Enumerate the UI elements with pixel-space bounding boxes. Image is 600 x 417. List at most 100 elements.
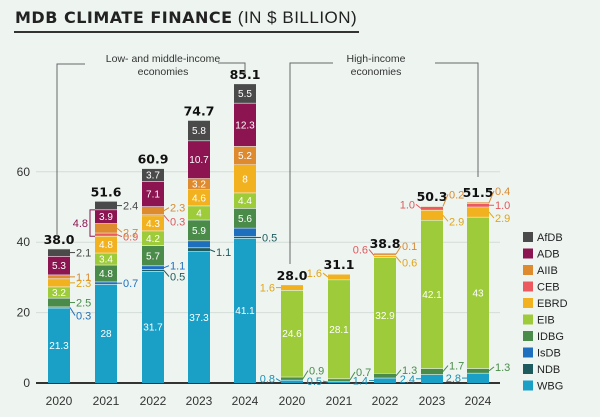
bar-total-label: 51.5	[463, 185, 494, 200]
segment-value-label: 10.7	[189, 155, 209, 166]
callout-leader	[163, 214, 170, 222]
bar-segment-idbg	[95, 265, 117, 282]
bar-total-label: 60.9	[138, 152, 169, 167]
bar-segment-idbg	[421, 368, 443, 375]
bar-segment-idbg	[188, 220, 210, 241]
callout-value-label: 1.7	[449, 361, 464, 373]
bar-segment-adb	[142, 181, 164, 207]
segment-value-label: 3.2	[192, 180, 206, 191]
bracket-value-label: 4.8	[73, 218, 88, 230]
legend-swatch-ebrd	[523, 298, 533, 308]
segment-value-label: 5.3	[52, 261, 66, 272]
bar-segment-ebrd	[95, 236, 117, 254]
group-bracket-lmi-right	[218, 62, 246, 75]
y-tick-label: 0	[23, 376, 30, 390]
callout-value-label: 1.6	[260, 283, 275, 295]
callout-leader	[442, 214, 449, 222]
bar-segment-afdb	[142, 168, 164, 182]
group-bracket-hi-right	[435, 62, 479, 177]
bar-segment-ebrd	[234, 164, 256, 193]
callout-value-label: 2.4	[400, 374, 415, 386]
bar-segment-idbg	[467, 368, 489, 374]
legend-label-adb: ADB	[537, 249, 560, 261]
bar-segment-eib	[421, 220, 443, 369]
legend-swatch-isdb	[523, 347, 533, 358]
bar-segment-eib	[328, 279, 350, 379]
group-bracket-hi-left	[289, 62, 333, 264]
bar-segment-adb	[234, 103, 256, 147]
callout-value-label: 0.7	[123, 278, 138, 290]
bar-segment-adb	[95, 209, 117, 224]
bar-segment-wbg	[328, 381, 350, 383]
callout-value-label: 0.6	[402, 258, 417, 270]
segment-value-label: 28	[100, 329, 112, 340]
callout-value-label: 2.3	[76, 278, 91, 290]
group-label-lmi-line2: economies	[138, 66, 189, 78]
bar-segment-idbg	[142, 245, 164, 266]
segment-value-label: 31.7	[143, 323, 163, 334]
callout-value-label: 2.5	[76, 298, 91, 310]
bar-segment-isdb	[142, 265, 164, 270]
bar-segment-adb	[48, 256, 70, 275]
bar-segment-ebrd	[374, 255, 396, 258]
callout-leader	[415, 204, 422, 209]
callout-value-label: 1.4	[353, 376, 368, 388]
callout-value-label: 0.3	[76, 310, 91, 322]
y-tick-label: 40	[17, 235, 31, 249]
legend-label-ndb: NDB	[537, 364, 560, 376]
x-tick-label: 2023	[419, 394, 446, 408]
callout-leader	[442, 194, 449, 207]
bar-segment-aiib	[142, 206, 164, 215]
legend-swatch-wbg	[523, 380, 533, 391]
bar-segment-ceb	[421, 206, 443, 211]
callout-value-label: 0.5	[307, 376, 322, 388]
bar-total-label: 50.3	[417, 189, 448, 204]
segment-value-label: 32.9	[375, 311, 395, 322]
callout-value-label: 0.6	[353, 244, 368, 256]
callout-leader	[322, 272, 329, 278]
callout-value-label: 1.0	[495, 200, 510, 212]
callout-leader	[302, 370, 309, 379]
bar-segment-aiib	[467, 202, 489, 204]
segment-value-label: 4.6	[192, 193, 206, 204]
x-tick-label: 2020	[46, 394, 73, 408]
bar-total-label: 38.8	[370, 236, 401, 251]
group-label-hi-line2: economies	[351, 66, 402, 78]
bar-total-label: 31.1	[324, 257, 355, 272]
callout-leader	[69, 307, 76, 316]
callout-leader	[116, 234, 123, 238]
segment-value-label: 42.1	[422, 290, 442, 301]
title-underline	[14, 31, 359, 33]
callout-value-label: 0.1	[402, 241, 417, 253]
callout-leader	[488, 190, 495, 203]
bar-segment-ndb	[188, 247, 210, 252]
callout-leader	[163, 270, 170, 277]
segment-value-label: 3.2	[52, 288, 66, 299]
segment-value-label: 12.3	[235, 120, 255, 131]
segment-value-label: 41.1	[235, 306, 255, 317]
callout-value-label: 2.3	[170, 203, 185, 215]
callout-value-label: 0.7	[356, 367, 371, 379]
callout-leader	[395, 245, 402, 255]
bar-segment-adb	[188, 140, 210, 179]
callout-value-label: 2.4	[123, 201, 138, 213]
bar-segment-eib	[374, 257, 396, 374]
title-main: MDB CLIMATE FINANCE	[15, 8, 233, 27]
callout-value-label: 2.7	[123, 227, 138, 239]
callout-value-label: 1.3	[402, 365, 417, 377]
callout-value-label: 2.9	[495, 213, 510, 225]
segment-value-label: 5.2	[238, 151, 252, 162]
callout-leader	[442, 365, 449, 372]
group-label-lmi-line1: Low- and middle-income	[106, 53, 221, 65]
bar-segment-afdb	[48, 248, 70, 257]
callout-value-label: 0.4	[495, 186, 510, 198]
callout-leader	[163, 265, 170, 269]
bar-segment-eib	[142, 230, 164, 246]
callout-leader	[368, 249, 375, 256]
bar-segment-eib	[467, 217, 489, 369]
callout-value-label: 0.9	[309, 366, 324, 378]
legend-label-wbg: WBG	[537, 381, 563, 393]
x-tick-label: 2022	[140, 394, 167, 408]
legend-swatch-eib	[523, 314, 533, 325]
